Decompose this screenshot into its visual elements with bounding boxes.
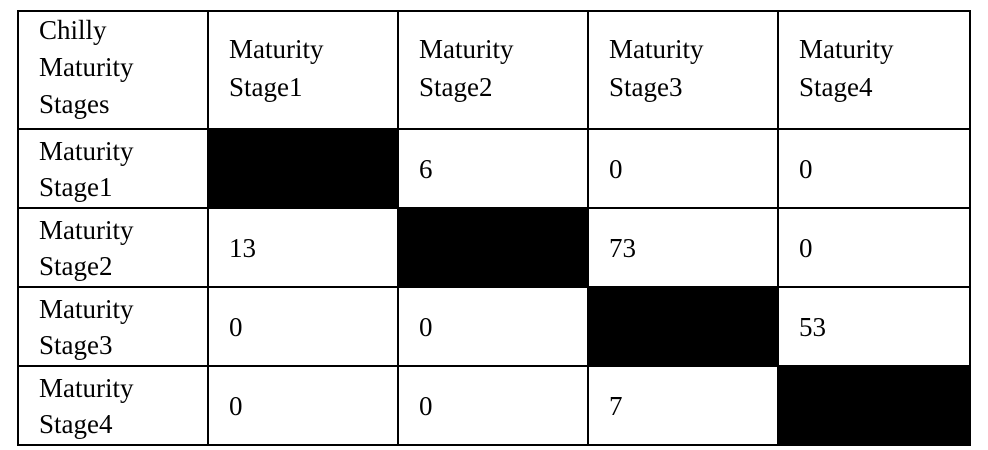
table-cell: 0 bbox=[397, 286, 589, 367]
table-row-stage2: Maturity Stage2 13 73 0 bbox=[17, 207, 971, 288]
column-header-stage2: Maturity Stage2 bbox=[397, 10, 589, 130]
table-row-stage1: Maturity Stage1 6 0 0 bbox=[17, 128, 971, 209]
row-header-line: Stage2 bbox=[39, 250, 113, 281]
column-header-line: Maturity bbox=[229, 34, 324, 64]
column-header-stage3: Maturity Stage3 bbox=[587, 10, 779, 130]
column-header-line: Stage4 bbox=[799, 72, 873, 102]
row-header-line: Stage1 bbox=[39, 171, 113, 202]
corner-header-line: Stages bbox=[39, 89, 110, 119]
table-row-stage4: Maturity Stage4 0 0 7 bbox=[17, 365, 971, 446]
corner-header-line: Maturity bbox=[39, 52, 134, 82]
diagonal-filled-cell bbox=[587, 286, 779, 367]
column-header-line: Stage2 bbox=[419, 72, 493, 102]
table-cell: 0 bbox=[397, 365, 589, 446]
column-header-line: Stage3 bbox=[609, 72, 683, 102]
diagonal-filled-cell bbox=[777, 365, 971, 446]
table-cell: 13 bbox=[207, 207, 399, 288]
row-header-line: Maturity bbox=[39, 135, 134, 166]
column-header-line: Maturity bbox=[419, 34, 514, 64]
column-header-line: Maturity bbox=[799, 34, 894, 64]
header-row: Chilly Maturity Stages Maturity Stage1 M… bbox=[17, 10, 971, 130]
table-cell: 7 bbox=[587, 365, 779, 446]
column-header-line: Stage1 bbox=[229, 72, 303, 102]
corner-header-line: Chilly bbox=[39, 15, 107, 45]
row-header-stage1: Maturity Stage1 bbox=[17, 128, 209, 209]
row-header-line: Maturity bbox=[39, 214, 134, 245]
table-cell: 0 bbox=[207, 365, 399, 446]
diagonal-filled-cell bbox=[397, 207, 589, 288]
confusion-matrix-table: Chilly Maturity Stages Maturity Stage1 M… bbox=[17, 10, 971, 446]
row-header-stage4: Maturity Stage4 bbox=[17, 365, 209, 446]
row-header-stage3: Maturity Stage3 bbox=[17, 286, 209, 367]
row-header-line: Maturity bbox=[39, 372, 134, 403]
table-row-stage3: Maturity Stage3 0 0 53 bbox=[17, 286, 971, 367]
table-cell: 73 bbox=[587, 207, 779, 288]
row-header-line: Stage4 bbox=[39, 408, 113, 439]
diagonal-filled-cell bbox=[207, 128, 399, 209]
column-header-line: Maturity bbox=[609, 34, 704, 64]
table-cell: 0 bbox=[207, 286, 399, 367]
table-cell: 0 bbox=[777, 207, 971, 288]
table-cell: 6 bbox=[397, 128, 589, 209]
table-cell: 0 bbox=[777, 128, 971, 209]
row-header-stage2: Maturity Stage2 bbox=[17, 207, 209, 288]
row-header-line: Stage3 bbox=[39, 329, 113, 360]
table-cell: 53 bbox=[777, 286, 971, 367]
column-header-stage1: Maturity Stage1 bbox=[207, 10, 399, 130]
corner-header-cell: Chilly Maturity Stages bbox=[17, 10, 209, 130]
table-cell: 0 bbox=[587, 128, 779, 209]
column-header-stage4: Maturity Stage4 bbox=[777, 10, 971, 130]
row-header-line: Maturity bbox=[39, 293, 134, 324]
